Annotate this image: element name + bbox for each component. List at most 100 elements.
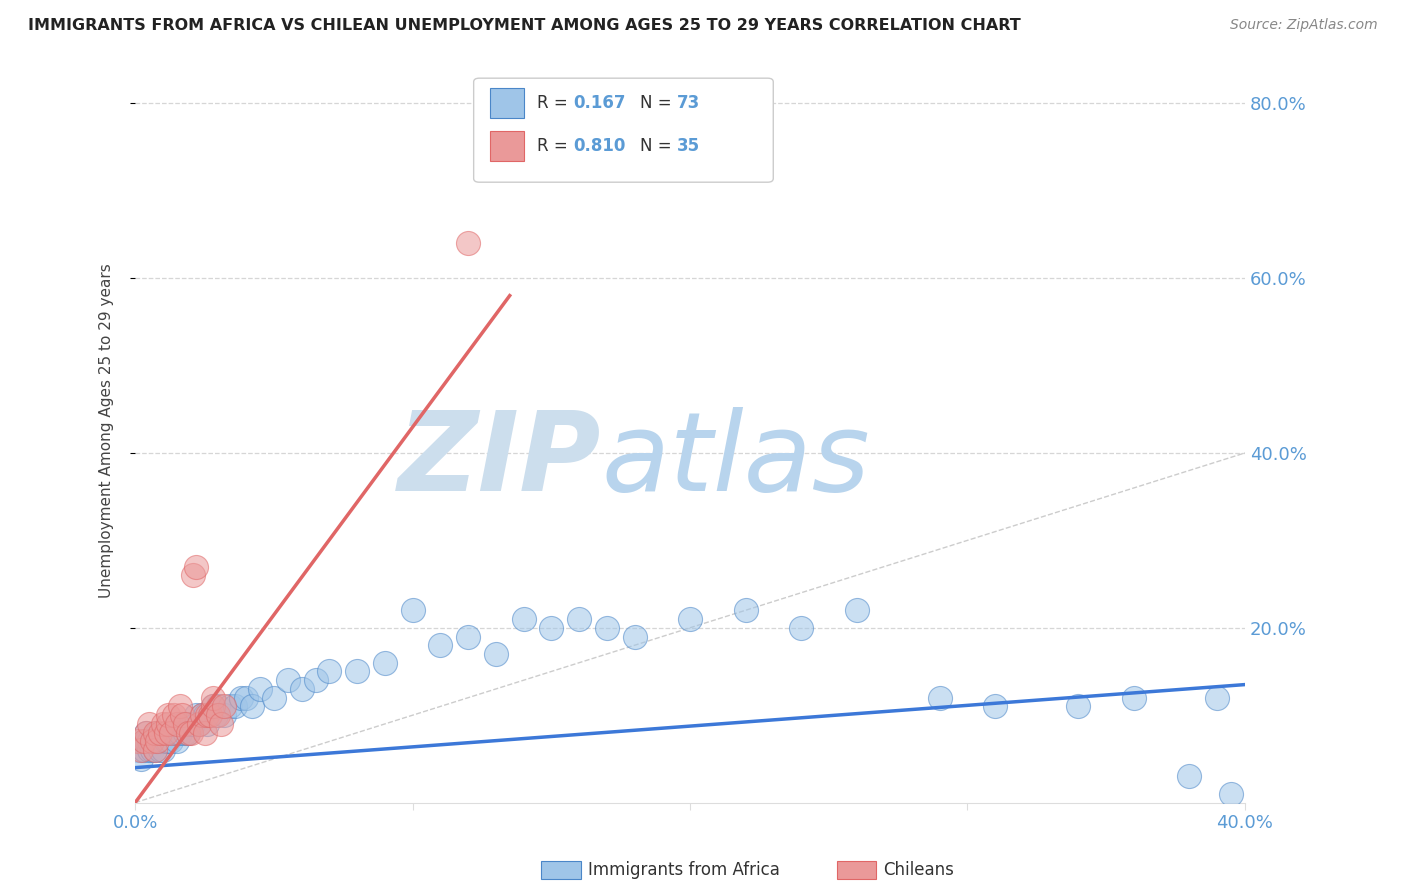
Point bbox=[157, 717, 180, 731]
Text: 0.167: 0.167 bbox=[574, 94, 626, 112]
Point bbox=[146, 725, 169, 739]
Y-axis label: Unemployment Among Ages 25 to 29 years: Unemployment Among Ages 25 to 29 years bbox=[100, 264, 114, 599]
Point bbox=[146, 734, 169, 748]
Point bbox=[149, 743, 172, 757]
Point bbox=[249, 681, 271, 696]
Text: 73: 73 bbox=[676, 94, 700, 112]
Point bbox=[229, 690, 252, 705]
Point bbox=[485, 647, 508, 661]
Point bbox=[401, 603, 423, 617]
Point bbox=[169, 725, 191, 739]
Point bbox=[172, 708, 194, 723]
Point bbox=[679, 612, 702, 626]
Point bbox=[132, 734, 155, 748]
Point bbox=[209, 717, 232, 731]
Point bbox=[132, 734, 155, 748]
Point bbox=[235, 690, 257, 705]
Point bbox=[174, 717, 197, 731]
Point bbox=[1206, 690, 1229, 705]
Point bbox=[193, 708, 215, 723]
Point bbox=[429, 638, 451, 652]
Text: atlas: atlas bbox=[602, 408, 870, 515]
Point bbox=[1122, 690, 1144, 705]
Text: R =: R = bbox=[537, 136, 572, 155]
Point bbox=[135, 725, 157, 739]
Point bbox=[135, 725, 157, 739]
Point bbox=[129, 743, 152, 757]
Text: Immigrants from Africa: Immigrants from Africa bbox=[588, 861, 779, 879]
Point bbox=[135, 734, 157, 748]
Point bbox=[188, 717, 211, 731]
Point bbox=[198, 708, 221, 723]
FancyBboxPatch shape bbox=[474, 78, 773, 182]
Point bbox=[457, 630, 479, 644]
Point bbox=[512, 612, 534, 626]
Point bbox=[160, 725, 183, 739]
Point bbox=[143, 734, 166, 748]
Point bbox=[596, 621, 619, 635]
Point bbox=[1067, 699, 1090, 714]
Point bbox=[152, 717, 174, 731]
Point bbox=[207, 708, 229, 723]
Point bbox=[623, 630, 645, 644]
Point bbox=[138, 734, 160, 748]
Point bbox=[157, 708, 180, 723]
Point bbox=[174, 725, 197, 739]
Point bbox=[195, 708, 218, 723]
Point bbox=[177, 725, 200, 739]
Point bbox=[304, 673, 326, 688]
Point bbox=[177, 725, 200, 739]
Point bbox=[457, 236, 479, 251]
Point bbox=[163, 725, 186, 739]
Text: Chileans: Chileans bbox=[883, 861, 953, 879]
Point bbox=[1178, 769, 1201, 783]
Point bbox=[186, 708, 208, 723]
Text: R =: R = bbox=[537, 94, 572, 112]
Point bbox=[149, 734, 172, 748]
Point bbox=[141, 743, 163, 757]
Point bbox=[984, 699, 1007, 714]
Point bbox=[180, 725, 202, 739]
Point bbox=[845, 603, 868, 617]
Point bbox=[132, 743, 155, 757]
FancyBboxPatch shape bbox=[491, 87, 523, 118]
Point bbox=[127, 734, 149, 748]
Point bbox=[166, 725, 188, 739]
Point bbox=[263, 690, 285, 705]
Point bbox=[1220, 787, 1243, 801]
Point bbox=[129, 752, 152, 766]
Point bbox=[146, 734, 169, 748]
Point bbox=[346, 665, 368, 679]
Point bbox=[212, 699, 235, 714]
Point bbox=[169, 699, 191, 714]
Text: 0.810: 0.810 bbox=[574, 136, 626, 155]
Point bbox=[186, 559, 208, 574]
Point bbox=[143, 725, 166, 739]
Point bbox=[195, 717, 218, 731]
Point bbox=[207, 699, 229, 714]
Point bbox=[152, 734, 174, 748]
Point bbox=[218, 699, 240, 714]
Point bbox=[155, 725, 177, 739]
Point bbox=[928, 690, 950, 705]
Point bbox=[143, 743, 166, 757]
Point bbox=[141, 734, 163, 748]
Point bbox=[141, 734, 163, 748]
Text: 35: 35 bbox=[676, 136, 700, 155]
Point bbox=[149, 725, 172, 739]
Point bbox=[166, 734, 188, 748]
Point bbox=[193, 725, 215, 739]
Point bbox=[180, 717, 202, 731]
Text: N =: N = bbox=[640, 94, 676, 112]
Point bbox=[143, 743, 166, 757]
Point bbox=[201, 699, 224, 714]
Point bbox=[138, 717, 160, 731]
Point bbox=[198, 708, 221, 723]
Point bbox=[224, 699, 246, 714]
Point bbox=[172, 717, 194, 731]
Point bbox=[183, 717, 205, 731]
Point bbox=[191, 708, 214, 723]
Point bbox=[540, 621, 562, 635]
Point bbox=[163, 708, 186, 723]
Point bbox=[188, 717, 211, 731]
